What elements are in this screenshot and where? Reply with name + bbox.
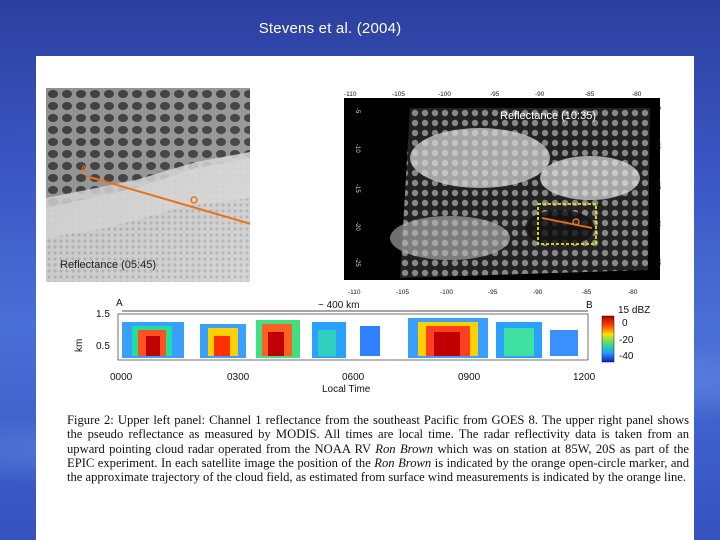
lat-tick: -15 [654, 180, 661, 190]
radar-reflectivity-panel: A B ~ 400 km km 1.5 0.5 15 dBZ 0 -20 -40… [74, 298, 650, 395]
lon-tick: -95 [490, 91, 500, 98]
goes-label: Reflectance (05:45) [60, 259, 156, 271]
lat-tick: -25 [654, 256, 661, 266]
caption-ship-2: Ron Brown [374, 455, 432, 470]
lat-tick: -10 [654, 140, 661, 150]
goes-trajectory-line [85, 175, 250, 225]
radar-xtick: 0000 [110, 372, 133, 383]
lon-tick: -90 [533, 289, 543, 296]
lon-tick: -110 [344, 91, 357, 98]
colorbar-tick: -40 [619, 351, 634, 362]
lat-tick: -20 [354, 222, 360, 231]
lon-tick: -110 [348, 289, 361, 296]
lat-tick: -5 [354, 108, 360, 114]
radar-distance: ~ 400 km [318, 300, 359, 311]
colorbar-tick: 0 [622, 318, 628, 329]
lon-tick: -90 [535, 91, 545, 98]
modis-lat-ticks-left: -5 -10 -15 -20 -25 [354, 108, 360, 267]
lon-tick: -85 [585, 91, 595, 98]
figure-caption: Figure 2: Upper left panel: Channel 1 re… [67, 413, 689, 484]
radar-echoes [122, 318, 578, 358]
lon-tick: -85 [582, 289, 592, 296]
modis-trajectory-line [541, 217, 593, 229]
modis-reflectance-image: -110 -105 -100 -95 -90 -85 -80 -110 -105… [344, 91, 661, 296]
goes-reflectance-image: A B [46, 88, 250, 282]
modis-lon-ticks-top: -110 -105 -100 -95 -90 -85 -80 [344, 91, 642, 98]
radar-xtick: 1200 [573, 372, 596, 383]
radar-ytick: 0.5 [96, 341, 110, 352]
lat-tick: -5 [654, 104, 661, 110]
lon-tick: -80 [628, 289, 638, 296]
colorbar-tick: -20 [619, 335, 634, 346]
slide-title: Stevens et al. (2004) [258, 20, 402, 37]
radar-xlabel: Local Time [322, 384, 371, 395]
radar-ytick: 1.5 [96, 309, 110, 320]
radar-point-a: A [116, 298, 123, 309]
radar-point-b: B [586, 300, 593, 311]
radar-xtick: 0300 [227, 372, 250, 383]
lon-tick: -105 [396, 289, 409, 296]
goes-ship-marker [190, 196, 198, 204]
modis-study-box [537, 203, 597, 245]
radar-xtick: 0600 [342, 372, 365, 383]
caption-text-1: Upper left panel: Channel 1 reflectance … [67, 413, 689, 456]
lon-tick: -105 [392, 91, 405, 98]
lat-tick: -10 [354, 144, 360, 153]
lon-tick: -80 [632, 91, 642, 98]
lat-tick: -20 [654, 218, 661, 228]
caption-fig-label: Figure 2: [67, 413, 114, 427]
caption-text-2: which was on station at 85W, 20S as part… [67, 441, 689, 470]
colorbar [601, 315, 615, 363]
radar-ylabel: km [74, 339, 85, 352]
goes-point-a: A [80, 164, 88, 176]
lat-tick: -25 [354, 258, 360, 267]
modis-lat-ticks-right: -5 -10 -15 -20 -25 [654, 104, 661, 266]
colorbar-tick: 15 dBZ [618, 305, 650, 316]
lon-tick: -100 [440, 289, 453, 296]
caption-text-3: is indicated by the orange open-circle m… [67, 455, 690, 485]
lat-tick: -15 [354, 184, 360, 193]
modis-ship-marker [572, 218, 580, 226]
modis-label: Reflectance (10:35) [500, 110, 596, 122]
lon-tick: -95 [488, 289, 498, 296]
modis-lon-ticks-bottom: -110 -105 -100 -95 -90 -85 -80 [348, 289, 638, 296]
caption-ship-1: Ron Brown [375, 441, 434, 456]
radar-xtick: 0900 [458, 372, 481, 383]
lon-tick: -100 [438, 91, 451, 98]
